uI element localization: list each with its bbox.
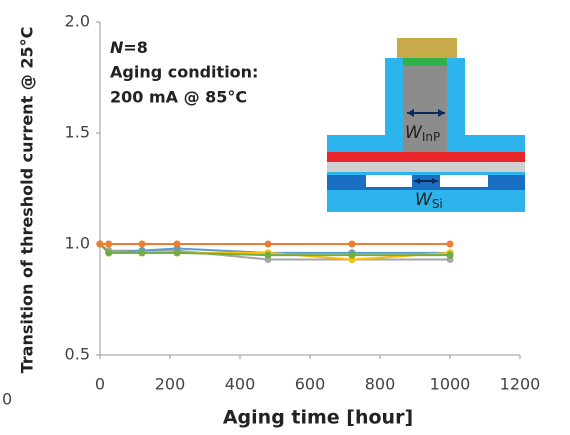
y-tick-label: 2.0 <box>65 12 90 31</box>
contact <box>403 58 447 66</box>
clipped-label: 0 <box>2 390 12 409</box>
y-axis-label: Transition of threshold current @ 25°C <box>18 27 37 374</box>
subscript: Si <box>432 197 443 211</box>
w-si-label: WSi <box>415 190 443 211</box>
y-tick-label: 0.5 <box>65 345 90 364</box>
y-tick-label: 1.0 <box>65 234 90 253</box>
y-tick-label: 1.5 <box>65 123 90 142</box>
w: W <box>415 190 433 210</box>
series-line <box>99 243 451 261</box>
x-tick-label: 0 <box>95 375 105 394</box>
data-point <box>348 251 356 259</box>
data-point <box>446 251 454 259</box>
x-tick-label: 600 <box>295 375 326 394</box>
core <box>403 62 447 152</box>
condition: 200 mA @ 85°C <box>110 88 247 107</box>
data-point <box>105 240 113 248</box>
n-label: N=8 <box>110 38 148 57</box>
data-point <box>105 249 113 257</box>
electrode <box>397 38 457 58</box>
x-tick-label: 400 <box>225 375 256 394</box>
subscript: InP <box>422 130 440 144</box>
data-point <box>173 240 181 248</box>
data-point <box>264 240 272 248</box>
data-point <box>96 240 104 248</box>
data-point <box>138 249 146 257</box>
data-point <box>173 249 181 257</box>
data-point <box>138 240 146 248</box>
bond-layer <box>327 162 525 172</box>
w: W <box>405 123 423 143</box>
arrow-head <box>414 178 438 184</box>
n: N <box>110 38 124 57</box>
x-tick-label: 1200 <box>500 375 541 394</box>
active-layer <box>327 152 525 162</box>
data-point <box>348 240 356 248</box>
data-point <box>446 240 454 248</box>
data-point <box>264 251 272 259</box>
condition-title: Aging condition: <box>110 63 258 82</box>
x-tick-label: 800 <box>365 375 396 394</box>
x-tick-label: 200 <box>155 375 186 394</box>
w-inp-label: WInP <box>405 123 440 144</box>
x-axis-label: Aging time [hour] <box>223 407 413 429</box>
n-value: =8 <box>123 38 148 57</box>
x-tick-label: 1000 <box>430 375 471 394</box>
inset-diagram: WInP WSi <box>327 38 525 212</box>
